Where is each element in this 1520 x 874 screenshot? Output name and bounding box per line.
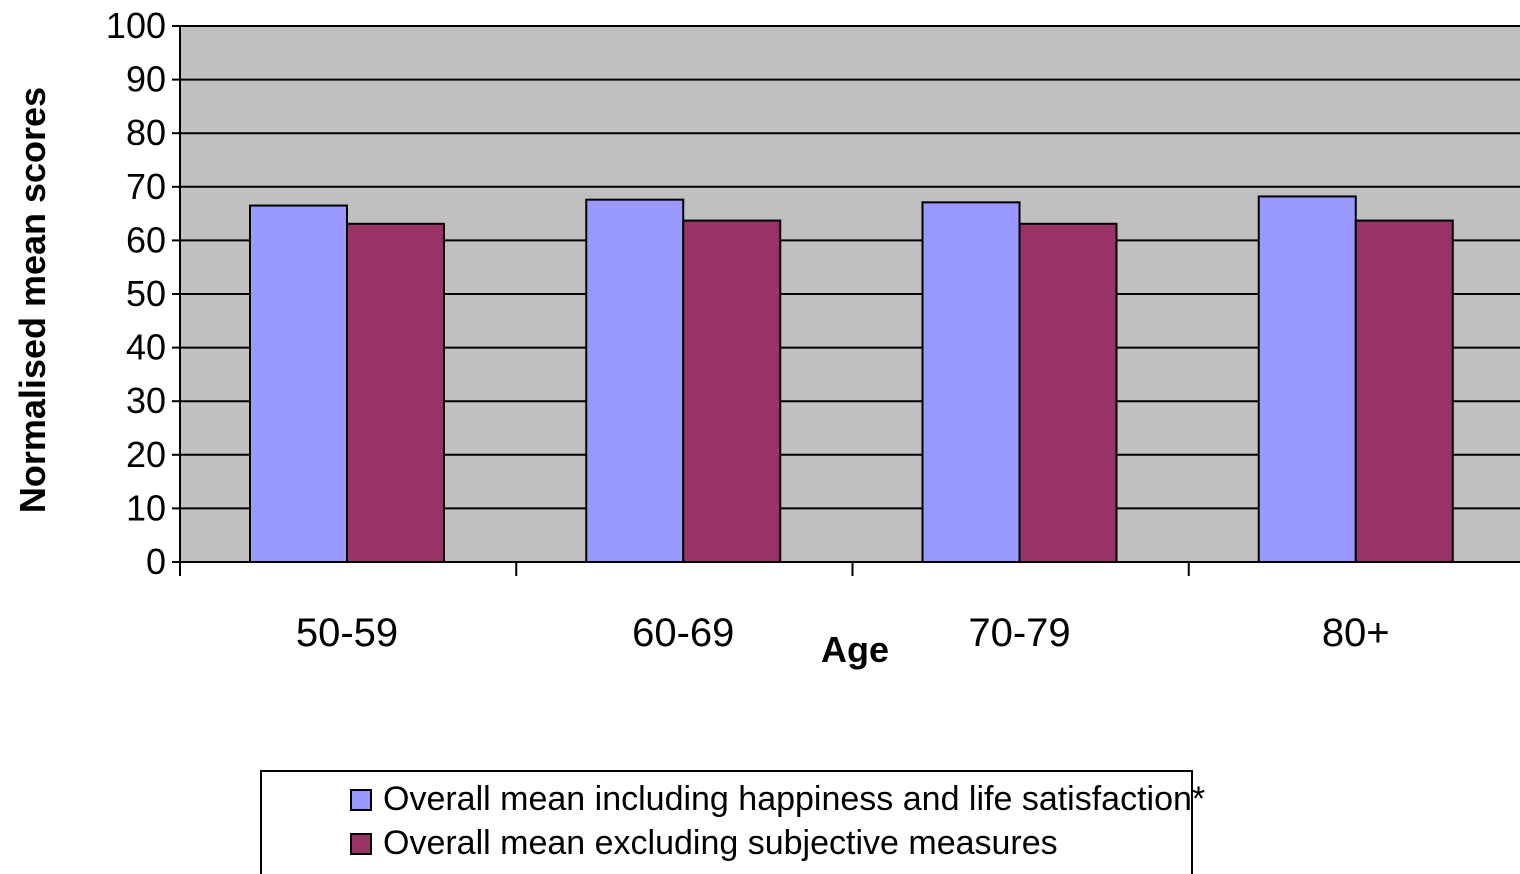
legend-label: Overall mean excluding subjective measur… <box>383 824 1058 862</box>
bars <box>249 195 1454 563</box>
legend: Overall mean including happiness and lif… <box>260 770 1205 874</box>
bar-80+-series-1 <box>1257 195 1357 563</box>
x-tick-label: 70-79 <box>968 611 1070 655</box>
y-ticks: 0 10 20 30 40 50 60 70 80 90 100 <box>106 5 180 582</box>
y-tick-label: 20 <box>126 434 166 475</box>
legend-swatch <box>350 789 372 811</box>
y-tick-label: 60 <box>126 219 166 260</box>
y-tick-label: 70 <box>126 166 166 207</box>
x-tick-label: 60-69 <box>632 611 734 655</box>
legend-box <box>260 770 1193 874</box>
y-tick-label: 40 <box>126 327 166 368</box>
x-tick-label: 50-59 <box>296 611 398 655</box>
y-tick-label: 80 <box>126 112 166 153</box>
y-axis-title: Normalised mean scores <box>12 87 53 513</box>
y-tick-label: 0 <box>146 541 166 582</box>
legend-swatch <box>350 833 372 855</box>
bar-70-79-series-1 <box>921 201 1021 563</box>
x-axis-title: Age <box>821 629 889 670</box>
bar-80+-series-2 <box>1354 219 1454 563</box>
bar-50-59-series-1 <box>249 204 348 563</box>
x-ticks: 50-59 60-69 70-79 80+ <box>179 562 1390 655</box>
legend-label: Overall mean including happiness and lif… <box>383 780 1205 818</box>
y-tick-label: 10 <box>126 487 166 528</box>
bar-50-59-series-2 <box>346 222 445 563</box>
y-tick-label: 100 <box>106 5 166 46</box>
y-tick-label: 30 <box>126 380 166 421</box>
bar-60-69-series-2 <box>682 219 782 563</box>
y-tick-label: 50 <box>126 273 166 314</box>
y-tick-label: 90 <box>126 59 166 100</box>
bar-60-69-series-1 <box>585 198 685 563</box>
x-tick-label: 80+ <box>1322 611 1390 655</box>
bar-70-79-series-2 <box>1018 222 1118 563</box>
